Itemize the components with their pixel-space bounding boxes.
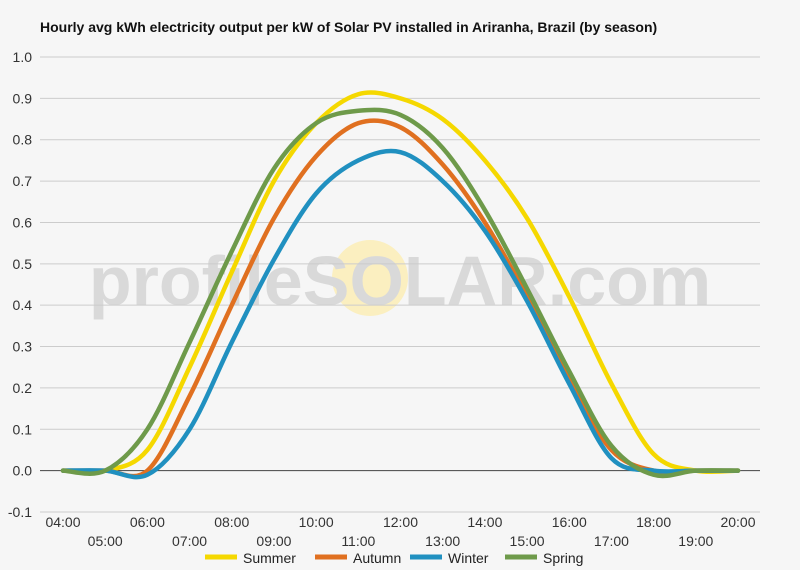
x-tick-label: 04:00 xyxy=(45,514,80,530)
x-tick-label: 07:00 xyxy=(172,533,207,549)
y-tick-label: 0.6 xyxy=(13,214,33,230)
x-tick-label: 06:00 xyxy=(130,514,165,530)
x-tick-label: 13:00 xyxy=(425,533,460,549)
watermark-part-2: .com xyxy=(548,242,711,320)
watermark-text: profileSOLAR.com xyxy=(89,242,711,320)
x-tick-label: 12:00 xyxy=(383,514,418,530)
y-tick-label: 0.1 xyxy=(13,421,33,437)
y-tick-label: 0.9 xyxy=(13,90,33,106)
x-tick-label: 19:00 xyxy=(678,533,713,549)
x-tick-label: 15:00 xyxy=(510,533,545,549)
x-tick-label: 05:00 xyxy=(88,533,123,549)
legend: Summer Autumn Winter Spring xyxy=(205,550,583,566)
x-tick-label: 10:00 xyxy=(299,514,334,530)
x-tick-label: 08:00 xyxy=(214,514,249,530)
series-line-spring xyxy=(60,107,741,479)
x-tick-label: 18:00 xyxy=(636,514,671,530)
legend-label-spring: Spring xyxy=(543,550,583,566)
x-axis: 04:00 05:00 06:00 07:00 08:00 09:00 10:00 11:00… xyxy=(45,514,755,549)
x-tick-label: 16:00 xyxy=(552,514,587,530)
chart-title: Hourly avg kWh electricity output per kW… xyxy=(40,19,658,35)
x-tick-label: 17:00 xyxy=(594,533,629,549)
x-tick-label: 09:00 xyxy=(256,533,291,549)
y-tick-label: 0.7 xyxy=(13,173,33,189)
legend-label-autumn: Autumn xyxy=(353,550,401,566)
legend-label-summer: Summer xyxy=(243,550,296,566)
y-tick-label: 0.4 xyxy=(13,297,33,313)
watermark-part-1: SOLAR xyxy=(303,242,548,320)
y-axis: 1.0 0.9 0.8 0.7 0.6 0.5 0.4 0.3 0.2 0.1 0.0 -0.1 xyxy=(8,49,32,520)
y-tick-label: 0.8 xyxy=(13,132,33,148)
grid xyxy=(40,56,760,513)
y-tick-label: 1.0 xyxy=(13,49,33,65)
x-tick-label: 20:00 xyxy=(720,514,755,530)
series-line-winter xyxy=(60,148,741,480)
watermark-part-0: profile xyxy=(89,242,303,320)
legend-label-winter: Winter xyxy=(448,550,489,566)
y-tick-label: 0.3 xyxy=(13,339,33,355)
x-tick-label: 14:00 xyxy=(467,514,502,530)
watermark-sun-icon xyxy=(332,240,408,316)
series-line-summer xyxy=(60,90,741,475)
y-tick-label: 0.5 xyxy=(13,256,33,272)
y-tick-label: 0.2 xyxy=(13,380,33,396)
series-lines xyxy=(60,90,741,480)
x-tick-label: 11:00 xyxy=(341,533,375,549)
watermark: profileSOLAR.com xyxy=(89,240,711,320)
y-tick-label: 0.0 xyxy=(13,463,33,479)
y-tick-label: -0.1 xyxy=(8,504,32,520)
series-line-autumn xyxy=(60,118,741,479)
